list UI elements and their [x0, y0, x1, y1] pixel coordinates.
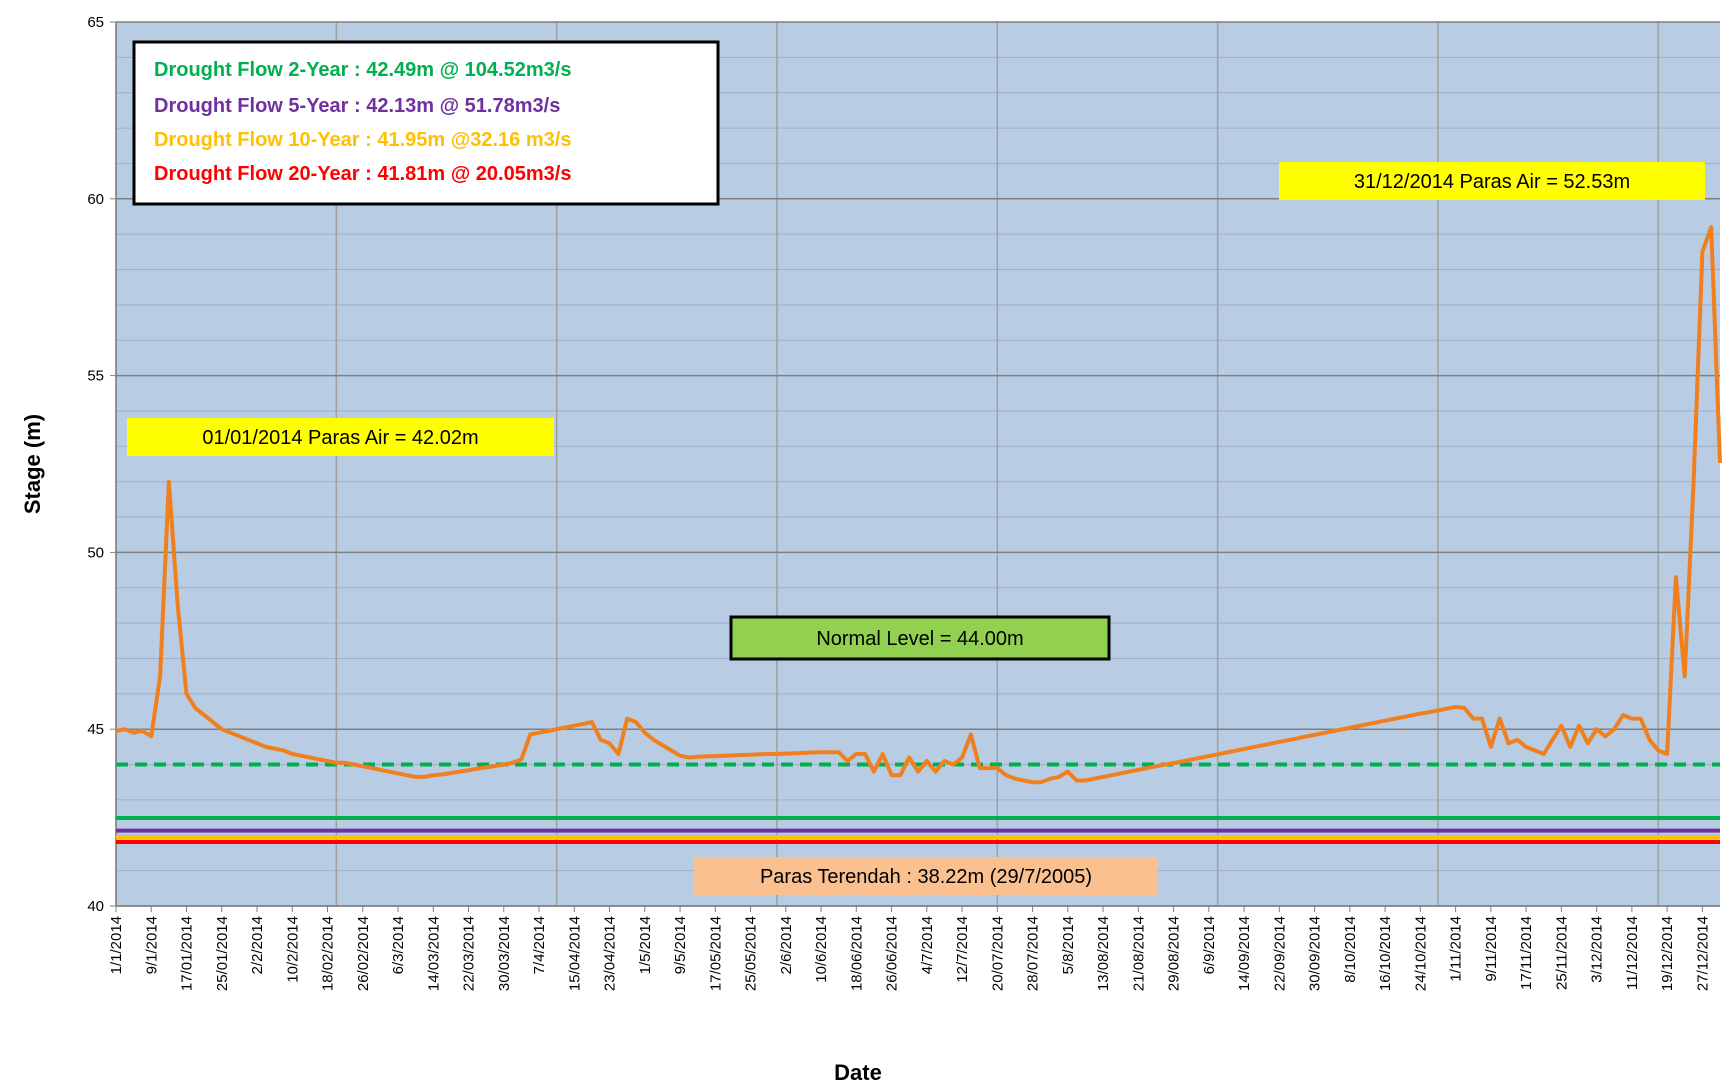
- x-tick-label: 17/05/2014: [707, 916, 724, 991]
- x-tick-label: 20/07/2014: [989, 916, 1006, 991]
- x-tick-label: 25/05/2014: [743, 916, 760, 991]
- x-tick-label: 3/12/2014: [1589, 916, 1606, 983]
- annotation-box: [1279, 162, 1705, 200]
- x-tick-label: 17/11/2014: [1518, 916, 1535, 990]
- x-tick-label: 1/11/2014: [1448, 916, 1465, 982]
- x-tick-label: 22/03/2014: [461, 916, 478, 991]
- annotation-box: [729, 615, 1111, 661]
- x-tick-label: 1/5/2014: [637, 916, 654, 974]
- x-tick-label: 18/02/2014: [320, 916, 337, 991]
- annotation-text: 31/12/2014 Paras Air = 52.53m: [1354, 171, 1630, 193]
- x-tick-label: 14/09/2014: [1236, 916, 1253, 991]
- y-axis-label: Stage (m): [20, 414, 45, 514]
- x-tick-label: 1/1/2014: [108, 916, 125, 974]
- x-tick-label: 14/03/2014: [425, 916, 442, 991]
- x-tick-label: 30/09/2014: [1307, 916, 1324, 991]
- annotation-text: Normal Level = 44.00m: [816, 628, 1023, 650]
- x-tick-label: 16/10/2014: [1377, 916, 1394, 991]
- x-tick-label: 26/02/2014: [355, 916, 372, 991]
- data-line: [115, 225, 1722, 785]
- x-tick-label: 26/06/2014: [884, 916, 901, 991]
- y-tick-label: 65: [87, 14, 104, 31]
- x-tick-label: 10/6/2014: [813, 916, 830, 983]
- x-tick-label: 25/11/2014: [1553, 916, 1570, 990]
- legend-text: Drought Flow 2-Year : 42.49m @ 104.52m3/…: [154, 59, 571, 81]
- x-tick-label: 4/7/2014: [919, 916, 936, 974]
- legend-text: Drought Flow 10-Year : 41.95m @32.16 m3/…: [154, 129, 571, 151]
- x-tick-label: 8/10/2014: [1342, 916, 1359, 983]
- x-tick-label: 2/6/2014: [778, 916, 795, 974]
- x-tick-label: 23/04/2014: [602, 916, 619, 991]
- x-tick-label: 11/12/2014: [1624, 916, 1641, 990]
- x-tick-label: 6/9/2014: [1201, 916, 1218, 974]
- x-tick-label: 28/07/2014: [1025, 916, 1042, 991]
- legend-text: Drought Flow 5-Year : 42.13m @ 51.78m3/s: [154, 95, 560, 117]
- x-tick-label: 12/7/2014: [954, 916, 971, 983]
- x-axis-label: Date: [834, 1060, 882, 1085]
- x-tick-label: 13/08/2014: [1095, 916, 1112, 991]
- annotation-box: [694, 857, 1158, 895]
- legend-text: Drought Flow 20-Year : 41.81m @ 20.05m3/…: [154, 163, 571, 185]
- x-tick-label: 9/1/2014: [143, 916, 160, 974]
- x-tick-label: 29/08/2014: [1166, 916, 1183, 991]
- y-tick-label: 50: [87, 544, 104, 561]
- x-tick-label: 6/3/2014: [390, 916, 407, 974]
- x-tick-label: 22/09/2014: [1271, 916, 1288, 991]
- annotation-box: [127, 418, 554, 456]
- x-tick-label: 17/01/2014: [179, 916, 196, 991]
- x-tick-label: 19/12/2014: [1659, 916, 1676, 991]
- x-tick-label: 25/01/2014: [214, 916, 231, 991]
- x-tick-label: 21/08/2014: [1130, 916, 1147, 991]
- y-tick-label: 60: [87, 191, 104, 208]
- x-tick-label: 7/4/2014: [531, 916, 548, 974]
- x-tick-label: 2/2/2014: [249, 916, 266, 974]
- y-tick-label: 40: [87, 898, 104, 915]
- y-tick-label: 55: [87, 368, 104, 385]
- x-tick-label: 15/04/2014: [566, 916, 583, 991]
- x-tick-label: 27/12/2014: [1694, 916, 1711, 991]
- x-tick-label: 9/11/2014: [1483, 916, 1500, 982]
- x-tick-label: 24/10/2014: [1412, 916, 1429, 991]
- legend-box: [132, 40, 720, 206]
- x-tick-label: 10/2/2014: [284, 916, 301, 983]
- x-tick-label: 5/8/2014: [1060, 916, 1077, 974]
- x-tick-label: 9/5/2014: [672, 916, 689, 974]
- x-tick-label: 30/03/2014: [496, 916, 513, 991]
- y-tick-label: 45: [87, 721, 104, 738]
- annotation-text: Paras Terendah : 38.22m (29/7/2005): [760, 866, 1092, 888]
- annotation-text: 01/01/2014 Paras Air = 42.02m: [202, 427, 478, 449]
- x-tick-label: 18/06/2014: [848, 916, 865, 991]
